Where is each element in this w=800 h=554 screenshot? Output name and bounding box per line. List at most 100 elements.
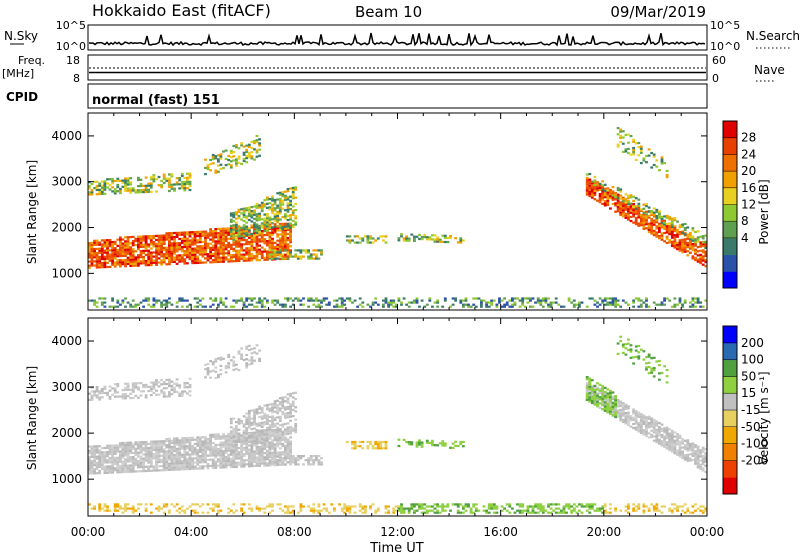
heatmap-cell xyxy=(95,455,99,458)
heatmap-cell xyxy=(173,258,176,261)
heatmap-cell xyxy=(93,468,96,471)
heatmap-cell xyxy=(134,457,138,461)
heatmap-cell xyxy=(165,444,169,447)
heatmap-cell xyxy=(642,213,646,216)
heatmap-cell xyxy=(98,461,102,464)
heatmap-cell xyxy=(255,448,259,451)
heatmap-cell xyxy=(400,507,403,510)
heatmap-cell xyxy=(616,143,620,146)
heatmap-cell xyxy=(639,220,643,223)
heatmap-cell xyxy=(119,446,122,449)
heatmap-cell xyxy=(214,358,218,361)
heatmap-cell xyxy=(247,249,251,252)
heatmap-cell xyxy=(289,419,292,422)
heatmap-cell xyxy=(456,241,460,244)
heatmap-cell xyxy=(273,437,277,440)
heatmap-cell xyxy=(183,237,187,240)
heatmap-cell xyxy=(266,227,269,230)
heatmap-cell xyxy=(126,458,130,461)
heatmap-cell xyxy=(642,511,646,514)
heatmap-cell xyxy=(678,224,682,227)
heatmap-cell xyxy=(224,451,228,454)
heatmap-cell xyxy=(518,503,522,506)
heatmap-cell xyxy=(260,299,264,302)
heatmap-cell xyxy=(624,301,628,304)
heatmap-cell xyxy=(291,429,295,432)
heatmap-cell xyxy=(704,254,708,257)
heatmap-cell xyxy=(170,260,174,264)
heatmap-cell xyxy=(131,507,135,510)
heatmap-cell xyxy=(229,430,233,433)
heatmap-cell xyxy=(113,452,117,455)
heatmap-cell xyxy=(142,235,145,238)
heatmap-cell xyxy=(678,299,682,302)
heatmap-cell xyxy=(100,188,104,191)
heatmap-cell xyxy=(634,197,638,200)
heatmap-cell xyxy=(113,391,117,394)
beam-title: Beam 10 xyxy=(355,3,422,21)
heatmap-cell xyxy=(601,202,605,205)
heatmap-cell xyxy=(108,448,112,451)
heatmap-cell xyxy=(149,176,153,179)
heatmap-cell xyxy=(134,460,138,463)
heatmap-cell xyxy=(402,509,406,512)
heatmap-cell xyxy=(131,244,135,247)
heatmap-cell xyxy=(299,509,303,512)
heatmap-cell xyxy=(237,210,241,213)
heatmap-cell xyxy=(139,503,143,506)
heatmap-cell xyxy=(271,421,274,424)
heatmap-cell xyxy=(121,441,125,445)
heatmap-cell xyxy=(379,445,383,448)
heatmap-cell xyxy=(124,503,127,506)
heatmap-cell xyxy=(284,406,287,409)
heatmap-cell xyxy=(480,299,483,302)
heatmap-cell xyxy=(694,305,697,308)
heatmap-cell xyxy=(237,245,241,248)
heatmap-cell xyxy=(678,247,682,250)
heatmap-cell xyxy=(198,303,202,306)
heatmap-cell xyxy=(222,435,225,438)
heatmap-cell xyxy=(271,229,274,232)
heatmap-cell xyxy=(90,256,94,259)
heatmap-cell xyxy=(276,503,280,506)
heatmap-cell xyxy=(250,452,254,455)
heatmap-cell xyxy=(222,246,225,249)
heatmap-cell xyxy=(157,469,161,472)
heatmap-cell xyxy=(616,127,620,130)
heatmap-cell xyxy=(250,214,254,217)
heatmap-cell xyxy=(242,415,246,418)
heatmap-cell xyxy=(616,195,620,198)
heatmap-cell xyxy=(227,455,231,458)
heatmap-cell xyxy=(204,363,207,366)
heatmap-cell xyxy=(366,303,370,306)
heatmap-cell xyxy=(585,185,589,188)
heatmap-cell xyxy=(384,445,388,448)
heatmap-cell xyxy=(273,241,277,244)
heatmap-cell xyxy=(152,469,156,472)
heatmap-cell xyxy=(400,301,403,304)
heatmap-cell xyxy=(139,241,143,244)
heatmap-cell xyxy=(271,241,274,245)
heatmap-cell xyxy=(389,303,393,306)
heatmap-cell xyxy=(258,144,261,147)
heatmap-cell xyxy=(539,505,543,508)
heatmap-cell xyxy=(253,464,256,468)
heatmap-cell xyxy=(90,264,94,267)
heatmap-cell xyxy=(168,240,171,243)
heatmap-cell xyxy=(317,257,321,260)
heatmap-cell xyxy=(157,236,161,239)
heatmap-cell xyxy=(173,454,176,457)
heatmap-cell xyxy=(278,202,282,205)
heatmap-cell xyxy=(139,451,143,454)
heatmap-cell xyxy=(609,190,612,194)
heatmap-cell xyxy=(173,441,176,444)
heatmap-cell xyxy=(273,439,277,442)
heatmap-cell xyxy=(237,235,241,238)
heatmap-cell xyxy=(165,452,169,455)
heatmap-cell xyxy=(175,443,179,446)
heatmap-cell xyxy=(193,255,197,258)
heatmap-cell xyxy=(137,191,140,194)
heatmap-cell xyxy=(232,451,236,454)
heatmap-cell xyxy=(196,241,200,244)
heatmap-cell xyxy=(619,213,623,216)
